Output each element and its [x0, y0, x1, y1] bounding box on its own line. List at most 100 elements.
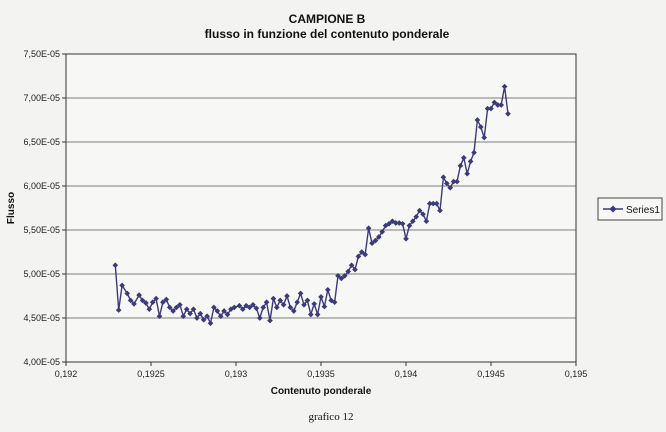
y-tick-label: 5,50E-05	[23, 225, 60, 235]
data-point	[180, 313, 187, 320]
data-point	[311, 301, 318, 307]
y-tick-label: 4,50E-05	[23, 313, 60, 323]
x-tick-label: 0,1935	[307, 369, 335, 379]
data-point	[406, 222, 413, 229]
data-point	[318, 294, 324, 300]
x-axis-title: Contenuto ponderale	[271, 386, 372, 397]
data-point	[277, 297, 284, 304]
data-point	[146, 306, 153, 313]
data-point	[124, 290, 131, 297]
chart-subtitle: flusso in funzione del contenuto pondera…	[205, 27, 450, 41]
legend: Series1	[597, 197, 663, 221]
data-point	[471, 149, 477, 156]
figure-caption: grafico 12	[309, 411, 354, 423]
data-point	[280, 301, 287, 308]
data-point	[143, 300, 149, 306]
legend-label: Series1	[626, 205, 660, 216]
data-point	[170, 308, 176, 314]
data-point	[484, 105, 491, 112]
data-point	[194, 315, 200, 321]
data-point	[290, 308, 297, 314]
data-point	[348, 262, 355, 269]
chart-title: CAMPIONE B	[289, 12, 366, 26]
data-point	[263, 299, 270, 306]
y-tick-label: 4,00E-05	[23, 357, 60, 367]
data-point	[477, 124, 484, 130]
data-point	[365, 225, 372, 232]
data-point	[474, 117, 481, 123]
data-point	[341, 272, 348, 279]
plot-area	[65, 53, 577, 363]
data-point	[488, 105, 494, 112]
legend-marker	[609, 205, 617, 213]
data-point	[250, 301, 256, 308]
data-point	[430, 200, 437, 207]
data-point	[338, 275, 345, 282]
data-point	[163, 296, 170, 303]
data-point	[457, 162, 464, 169]
data-point	[270, 295, 277, 302]
y-tick-label: 6,50E-05	[23, 137, 60, 147]
data-point	[253, 305, 260, 312]
data-point	[372, 237, 379, 244]
data-point	[494, 102, 501, 108]
data-point	[413, 213, 420, 220]
data-point	[153, 295, 159, 302]
data-point	[221, 308, 227, 314]
data-point	[358, 249, 365, 255]
data-point	[399, 220, 406, 227]
data-point	[403, 235, 409, 242]
data-point	[190, 306, 197, 313]
x-tick-label: 0,1925	[137, 369, 165, 379]
y-tick-label: 6,00E-05	[23, 181, 60, 191]
data-point	[284, 293, 290, 299]
data-point	[239, 306, 246, 313]
data-point	[177, 301, 183, 308]
data-point	[460, 154, 467, 161]
data-point	[433, 200, 440, 207]
data-point	[197, 310, 204, 317]
data-point	[369, 240, 375, 247]
data-point	[420, 211, 426, 218]
x-axis-tick-labels: 0,192 0,1925 0,193 0,1935 0,194 0,1945 0,195	[55, 369, 588, 379]
y-axis-tick-labels: 4,00E-05 4,50E-05 5,00E-05 5,50E-05 6,00E-05…	[23, 49, 60, 367]
data-point	[131, 301, 137, 307]
data-point	[416, 207, 423, 214]
y-tick-label: 5,00E-05	[23, 269, 60, 279]
data-point	[136, 292, 142, 298]
data-point	[464, 170, 471, 177]
data-point	[166, 304, 173, 311]
data-point	[231, 304, 238, 311]
series-layer	[112, 83, 511, 327]
x-tick-label: 0,195	[565, 369, 588, 379]
data-point	[379, 228, 386, 235]
data-point	[447, 184, 454, 191]
data-point	[207, 320, 214, 327]
data-point	[362, 251, 369, 258]
data-point	[375, 234, 382, 240]
data-point	[260, 304, 267, 311]
data-point	[204, 313, 210, 320]
data-point	[267, 317, 273, 324]
data-point	[112, 262, 119, 269]
data-point	[355, 253, 362, 260]
data-point	[314, 311, 321, 318]
data-point	[335, 272, 341, 279]
data-point	[160, 299, 166, 306]
data-point	[331, 299, 338, 306]
data-point	[307, 311, 314, 318]
data-point	[345, 268, 352, 275]
data-point	[454, 178, 460, 185]
data-point	[224, 311, 231, 318]
data-point	[491, 99, 498, 106]
data-point	[324, 286, 331, 293]
data-point	[321, 303, 328, 310]
data-point	[352, 266, 358, 273]
data-point	[211, 304, 217, 311]
data-point	[440, 174, 447, 181]
data-point	[505, 110, 511, 117]
data-point	[481, 134, 488, 141]
grid-lines	[62, 53, 577, 366]
data-point	[156, 313, 163, 320]
data-point	[214, 308, 221, 314]
